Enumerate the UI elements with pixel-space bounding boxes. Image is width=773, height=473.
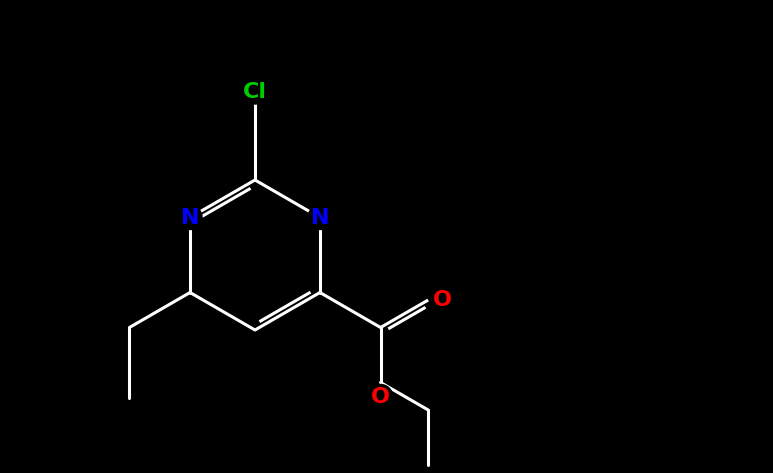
Circle shape	[431, 288, 455, 312]
Text: O: O	[371, 386, 390, 406]
Text: N: N	[311, 208, 329, 228]
Text: Cl: Cl	[243, 82, 267, 102]
Text: O: O	[433, 290, 451, 310]
Text: N: N	[181, 208, 199, 228]
Circle shape	[178, 205, 202, 229]
Circle shape	[308, 205, 332, 229]
Circle shape	[243, 80, 267, 104]
Circle shape	[369, 385, 393, 409]
